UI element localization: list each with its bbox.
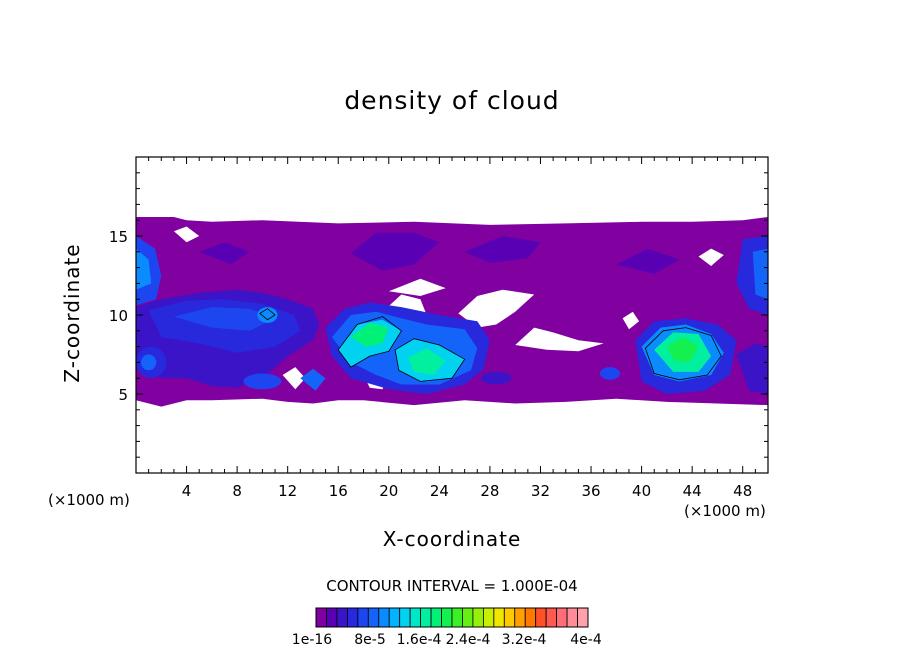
field-layer-10 (407, 348, 446, 375)
contour-line (644, 327, 722, 381)
colorbar-label: 1e-16 (291, 632, 333, 648)
density-field (136, 217, 768, 407)
x-tick-label: 16 (329, 482, 348, 500)
colorbar-swatch (315, 607, 327, 628)
x-unit-label-left: (×1000 m) (48, 491, 130, 509)
field-layer-0 (136, 217, 768, 407)
colorbar-swatch (514, 607, 526, 628)
chart-title: density of cloud (344, 86, 560, 115)
colorbar-swatch (462, 607, 474, 628)
colorbar-swatch (503, 607, 516, 628)
y-tick-label: 10 (109, 307, 128, 325)
colorbar-label: 1.6e-4 (396, 632, 442, 648)
gap (173, 226, 200, 243)
contour-line (394, 338, 466, 382)
x-tick-label: 36 (581, 482, 600, 500)
colorbar-swatch (346, 607, 359, 628)
gap (698, 248, 724, 266)
colorbar-swatch (430, 607, 442, 628)
field-layer-5 (752, 248, 768, 300)
colorbar-swatch (535, 607, 547, 628)
field-layer-5 (300, 368, 326, 391)
colorbar-swatch (524, 607, 537, 628)
colorbar-labels: 1e-16 8e-5 1.6e-4 2.4e-4 3.2e-4 4e-4 (292, 632, 622, 650)
x-tick-label: 24 (430, 482, 449, 500)
field-layer-11 (350, 322, 389, 347)
field-layer-4 (173, 307, 275, 331)
x-tick-label: 40 (632, 482, 651, 500)
field-hotspot (481, 371, 512, 385)
field-layer-1 (199, 242, 250, 265)
colorbar-swatch (493, 607, 505, 628)
gap (458, 289, 535, 328)
colorbar-label: 8e-5 (354, 632, 386, 648)
field-hotspot (257, 307, 278, 323)
field-hotspot (141, 354, 157, 371)
colorbar-frame (315, 607, 589, 628)
field-hotspot (243, 373, 282, 390)
x-tick-label: 12 (278, 482, 297, 500)
gap (515, 327, 604, 352)
x-unit-label-right: (×1000 m) (684, 502, 766, 520)
gap (388, 278, 446, 296)
field-layer-1 (350, 232, 440, 271)
field-layer-2 (736, 343, 768, 394)
colorbar-label: 4e-4 (570, 632, 602, 648)
field-layer-12 (666, 337, 699, 363)
colorbar-swatch (420, 607, 432, 628)
colorbar-label: 2.4e-4 (445, 632, 491, 648)
gap (622, 311, 640, 330)
x-tick-label: 44 (683, 482, 702, 500)
colorbar-swatch (399, 607, 411, 628)
x-axis-label: X-coordinate (382, 527, 522, 551)
colorbar-swatch (326, 607, 338, 628)
field-hotspot (599, 367, 621, 380)
colorbar-swatch (545, 607, 558, 628)
x-tick-label: 28 (480, 482, 499, 500)
x-tick-label: 32 (531, 482, 550, 500)
gap (282, 367, 306, 390)
y-tick-label: 15 (109, 228, 128, 246)
contour-line (337, 316, 402, 368)
field-layer-1 (616, 248, 680, 274)
x-tick-label: 48 (733, 482, 752, 500)
y-tick-label: 5 (118, 386, 128, 404)
colorbar-label: 3.2e-4 (501, 632, 547, 648)
colorbar (315, 607, 589, 628)
colorbar-swatch (577, 607, 589, 628)
colorbar-swatch (367, 607, 380, 628)
x-tick-label: 20 (379, 482, 398, 500)
contour-line (259, 308, 276, 321)
colorbar-swatch (409, 607, 422, 628)
colorbar-swatch (451, 607, 463, 628)
colorbar-swatch (388, 607, 401, 628)
colorbar-swatch (336, 607, 348, 628)
colorbar-swatch (357, 607, 369, 628)
contour-interval-label: CONTOUR INTERVAL = 1.000E-04 (326, 577, 578, 595)
colorbar-swatch (556, 607, 568, 628)
colorbar-swatch (472, 607, 484, 628)
x-tick-label: 4 (182, 482, 192, 500)
colorbar-swatch (441, 607, 453, 628)
colorbar-swatch (482, 607, 495, 628)
field-layer-6 (136, 248, 152, 290)
colorbar-swatch (378, 607, 390, 628)
field-layer-1 (464, 236, 541, 263)
colorbar-swatch (566, 607, 578, 628)
x-tick-label: 8 (232, 482, 242, 500)
